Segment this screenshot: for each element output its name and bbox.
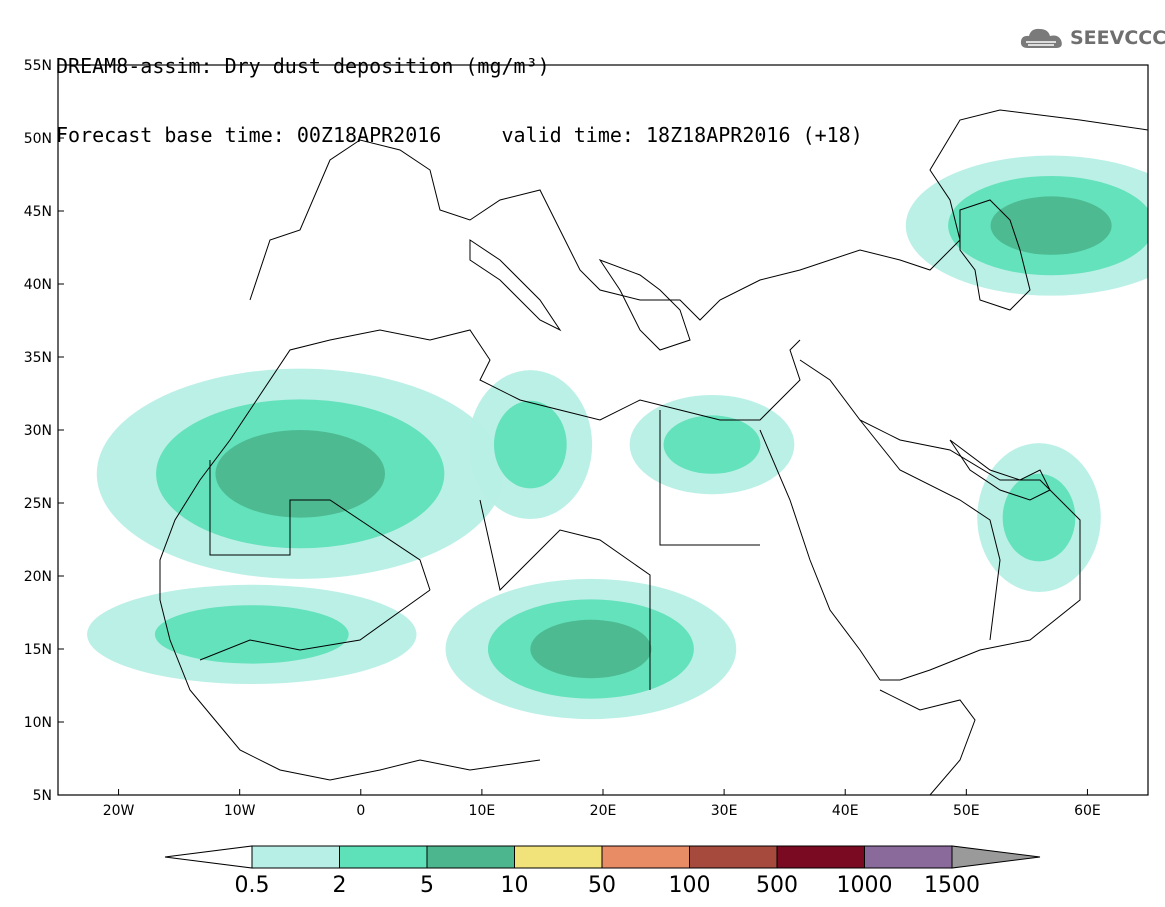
dust-contour-egypt-north-1	[663, 415, 761, 474]
colorbar: 0.5 2 5 10 50 100 500 1000 1500	[164, 845, 1041, 898]
colorbar-label: 1500	[924, 873, 980, 898]
map-title: DREAM8-assim: Dry dust deposition (mg/m³…	[56, 9, 863, 170]
dust-contour-gulf-region-1	[1002, 473, 1076, 562]
colorbar-label: 2	[333, 873, 347, 898]
lon-tick-label: 50E	[953, 803, 980, 819]
colorbar-label: 1000	[837, 873, 893, 898]
colorbar-label: 5	[420, 873, 434, 898]
lon-tick-label: 10E	[469, 803, 496, 819]
colorbar-swatch	[514, 845, 603, 869]
colorbar-swatch	[689, 845, 778, 869]
lon-tick-label: 20W	[103, 803, 135, 819]
lat-tick-label: 55N	[24, 58, 52, 74]
title-line-1: DREAM8-assim: Dry dust deposition (mg/m³…	[56, 54, 550, 78]
colorbar-swatch	[426, 845, 515, 869]
colorbar-label: 0.5	[235, 873, 270, 898]
colorbar-swatch	[251, 845, 340, 869]
lon-tick-label: 10W	[224, 803, 256, 819]
lat-tick-label: 40N	[24, 277, 52, 293]
dust-contour-chad-basin-2	[530, 619, 652, 679]
dust-contour-western-sahara-core-2	[215, 430, 385, 518]
coastlines	[159, 109, 1148, 795]
lat-tick-label: 45N	[24, 204, 52, 220]
lon-tick-label: 30E	[711, 803, 738, 819]
lon-tick-label: 0	[356, 803, 365, 819]
lat-tick-label: 5N	[33, 788, 52, 804]
axis-ticks: 55N 50N 45N 40N 35N 30N 25N 20N 15N 10N 5N 20W 10W 0 1…	[24, 58, 1101, 819]
lat-tick-label: 15N	[24, 642, 52, 658]
lon-tick-label: 60E	[1074, 803, 1101, 819]
seevccc-logo: SEEVCCC	[1018, 24, 1165, 52]
lat-tick-label: 30N	[24, 423, 52, 439]
lon-tick-label: 40E	[832, 803, 859, 819]
lat-tick-label: 35N	[24, 350, 52, 366]
lat-tick-label: 25N	[24, 496, 52, 512]
colorbar-label: 10	[501, 873, 529, 898]
lon-tick-label: 20E	[590, 803, 617, 819]
lat-tick-label: 10N	[24, 715, 52, 731]
lat-tick-label: 20N	[24, 569, 52, 585]
colorbar-label: 100	[669, 873, 711, 898]
colorbar-swatch	[776, 845, 865, 869]
colorbar-left-arrow	[164, 845, 253, 869]
colorbar-label: 500	[756, 873, 798, 898]
title-line-2: Forecast base time: 00Z18APR2016 valid t…	[56, 123, 863, 147]
dust-contour-mauritania-belt-1	[154, 605, 349, 664]
lat-tick-label: 50N	[24, 131, 52, 147]
dust-contour-libya-west-1	[493, 400, 567, 489]
dust-field	[87, 155, 1148, 720]
colorbar-swatch	[864, 845, 953, 869]
colorbar-swatch	[339, 845, 428, 869]
logo-text: SEEVCCC	[1070, 27, 1165, 49]
colorbar-swatch	[601, 845, 690, 869]
cloud-logo-icon	[1020, 28, 1062, 48]
colorbar-right-arrow	[951, 845, 1041, 869]
dust-contour-caspian-aral-2	[990, 196, 1112, 255]
colorbar-label: 50	[588, 873, 616, 898]
